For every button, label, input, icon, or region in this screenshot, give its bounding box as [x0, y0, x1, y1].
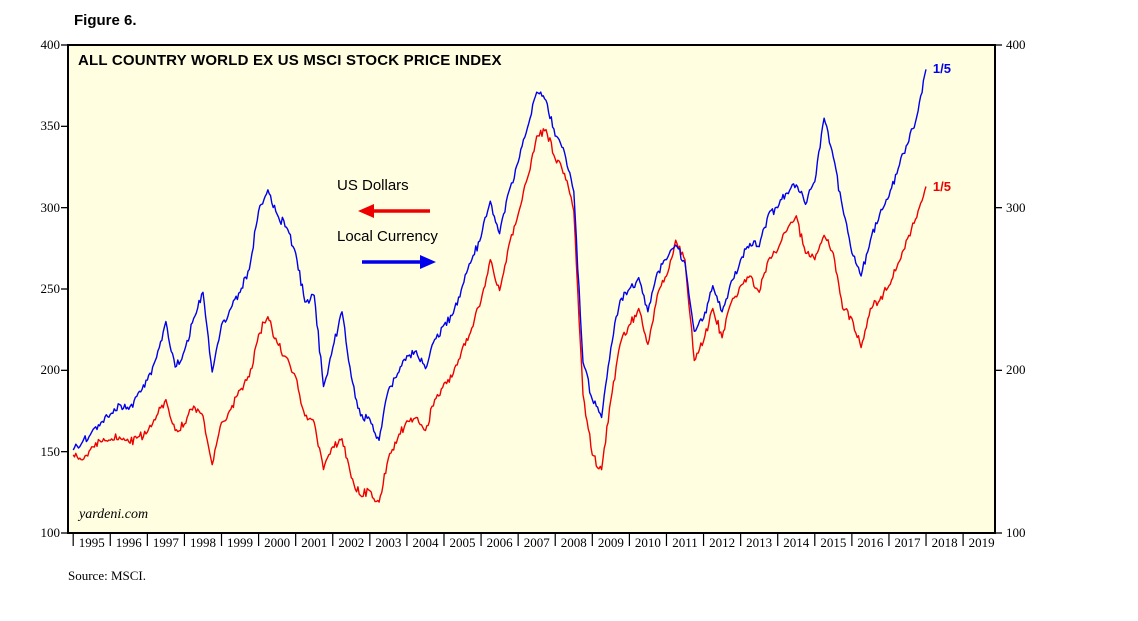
- legend-label-local-currency: Local Currency: [337, 228, 438, 245]
- end-label-local-currency: 1/5: [932, 61, 951, 77]
- x-axis-year-label: 2008: [560, 535, 587, 550]
- y-axis-right-tick-label: 100: [1006, 525, 1026, 540]
- series-line-us-dollars: [72, 128, 927, 503]
- y-axis-right-tick-label: 400: [1006, 37, 1026, 52]
- x-axis-year-label: 2000: [264, 535, 291, 550]
- y-axis-left-tick-label: 150: [40, 443, 61, 459]
- x-axis-year-label: 1995: [78, 535, 105, 550]
- x-axis-year-label: 2007: [523, 535, 550, 550]
- x-axis-year-label: 2002: [338, 535, 365, 550]
- y-axis-left-tick-label: 350: [40, 118, 61, 134]
- y-axis-right-tick-label: 300: [1006, 199, 1026, 215]
- x-axis-year-label: 2019: [968, 535, 995, 550]
- x-axis-year-label: 1998: [189, 535, 216, 550]
- x-axis-year-label: 2009: [597, 535, 624, 550]
- x-axis-year-label: 2013: [746, 535, 773, 550]
- x-axis-year-label: 2017: [894, 535, 921, 550]
- y-axis-left-tick-label: 200: [40, 362, 61, 378]
- x-axis-year-label: 2014: [783, 535, 810, 550]
- watermark: yardeni.com: [79, 507, 149, 522]
- y-axis-left-tick-label: 300: [40, 199, 61, 215]
- x-axis-year-label: 2006: [486, 535, 513, 550]
- x-axis-year-label: 2012: [709, 535, 736, 550]
- end-label-us-dollars: 1/5: [932, 178, 951, 194]
- x-axis-year-label: 2004: [412, 535, 439, 550]
- legend-label-us-dollars: US Dollars: [337, 177, 409, 194]
- x-axis-year-label: 2005: [449, 535, 476, 550]
- x-axis-year-label: 2018: [931, 535, 958, 550]
- y-axis-right-tick-label: 200: [1006, 362, 1026, 378]
- y-axis-left-tick-label: 100: [40, 525, 61, 540]
- x-axis-year-label: 1999: [227, 535, 254, 550]
- x-axis-year-label: 1997: [152, 535, 179, 550]
- y-axis-left-tick-label: 250: [40, 281, 61, 296]
- x-axis-year-label: 2011: [672, 535, 698, 550]
- x-axis-year-label: 2003: [375, 535, 402, 550]
- figure-label: Figure 6.: [74, 12, 137, 29]
- x-axis-year-label: 2015: [820, 535, 847, 550]
- x-axis-year-label: 2016: [857, 535, 884, 550]
- series-line-local-currency: [72, 69, 927, 451]
- x-axis-year-label: 2001: [301, 535, 328, 550]
- x-axis-year-label: 1996: [115, 535, 142, 550]
- chart-title: ALL COUNTRY WORLD EX US MSCI STOCK PRICE…: [78, 52, 502, 69]
- source-note: Source: MSCI.: [68, 568, 146, 583]
- x-axis-year-label: 2010: [634, 535, 661, 550]
- y-axis-left-tick-label: 400: [40, 37, 61, 52]
